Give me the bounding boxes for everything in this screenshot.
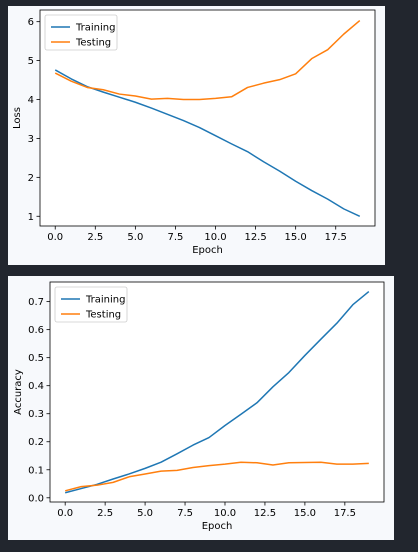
x-tick-label: 17.5 — [325, 232, 347, 243]
x-tick-label: 10.0 — [204, 232, 226, 243]
legend-label: Training — [75, 23, 115, 34]
y-axis-label: Accuracy — [13, 369, 24, 415]
legend-label: Testing — [85, 310, 121, 321]
legend-label: Training — [85, 295, 125, 306]
y-tick-label: 0.4 — [28, 381, 44, 392]
y-tick-label: 0.0 — [28, 493, 44, 504]
accuracy-chart-panel: 0.0 2.5 5.0 7.5 10.0 12.5 15.0 17.5 0.0 0.1 0.2 0.3… — [8, 276, 394, 540]
accuracy-chart: 0.0 2.5 5.0 7.5 10.0 12.5 15.0 17.5 0.0 0.1 0.2 0.3… — [13, 281, 385, 532]
x-tick-label: 7.5 — [177, 508, 193, 519]
series-line-training — [64, 290, 370, 494]
y-tick-label: 6 — [28, 17, 34, 28]
x-tick-label: 5.0 — [127, 232, 143, 243]
y-axis-label: Loss — [12, 107, 23, 129]
x-axis-label: Epoch — [192, 245, 223, 256]
x-tick-label: 0.0 — [47, 232, 63, 243]
y-tick-label: 1 — [28, 212, 34, 223]
y-tick-label: 0.3 — [28, 409, 44, 420]
x-tick-label: 17.5 — [334, 508, 356, 519]
y-tick-label: 4 — [28, 95, 34, 106]
y-tick-label: 0.6 — [28, 325, 44, 336]
x-tick-label: 0.0 — [57, 508, 73, 519]
x-tick-label: 2.5 — [97, 508, 113, 519]
x-tick-label: 10.0 — [214, 508, 236, 519]
legend-label: Testing — [75, 38, 111, 49]
x-tick-label: 15.0 — [285, 232, 307, 243]
y-tick-label: 0.2 — [28, 437, 44, 448]
series-line-testing — [64, 461, 369, 492]
series-line-training — [54, 69, 361, 217]
y-tick-label: 5 — [28, 56, 34, 67]
y-tick-label: 0.1 — [28, 465, 44, 476]
x-tick-label: 12.5 — [244, 232, 266, 243]
x-tick-label: 12.5 — [254, 508, 276, 519]
series-line-testing — [54, 19, 361, 101]
x-tick-label: 5.0 — [137, 508, 153, 519]
loss-chart: 0.0 2.5 5.0 7.5 10.0 12.5 15.0 17.5 1 2 3 4 5 6 Epoch L… — [12, 9, 376, 256]
loss-chart-panel: 0.0 2.5 5.0 7.5 10.0 12.5 15.0 17.5 1 2 3 4 5 6 Epoch L… — [8, 6, 385, 265]
x-tick-label: 2.5 — [87, 232, 103, 243]
x-tick-label: 15.0 — [294, 508, 316, 519]
x-axis-label: Epoch — [202, 521, 233, 532]
y-tick-label: 0.7 — [28, 297, 44, 308]
y-tick-label: 3 — [28, 134, 34, 145]
y-tick-label: 2 — [28, 173, 34, 184]
y-tick-label: 0.5 — [28, 353, 44, 364]
x-tick-label: 7.5 — [167, 232, 183, 243]
